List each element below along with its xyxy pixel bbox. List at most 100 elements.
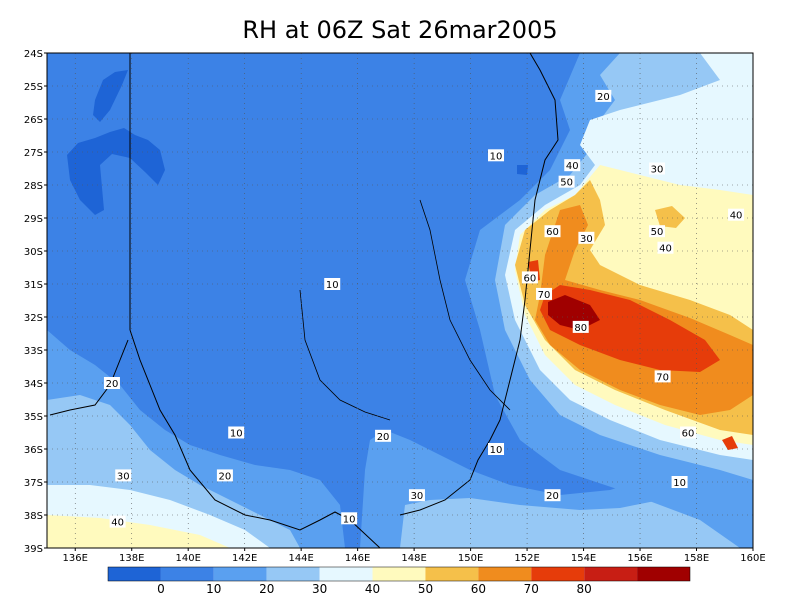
contour-label: 40 bbox=[728, 208, 745, 222]
lon-label: 148E bbox=[401, 553, 426, 564]
contour-label-text: 10 bbox=[673, 478, 686, 489]
contour-label-text: 40 bbox=[566, 161, 579, 172]
contour-label-text: 30 bbox=[411, 491, 424, 502]
lon-label: 146E bbox=[345, 553, 370, 564]
lat-label: 27S bbox=[24, 148, 43, 159]
contour-label-bg bbox=[558, 175, 575, 188]
contour-label-bg bbox=[103, 377, 120, 389]
contour-label-bg bbox=[115, 469, 132, 482]
contour-label-text: 60 bbox=[546, 227, 559, 238]
contour-labels: 20 10 40 30 50 40 60 50 30 40 60 10 70 80 70 20 10 20 60 10… bbox=[103, 89, 745, 529]
contour-label-bg bbox=[648, 225, 665, 238]
coastline bbox=[49, 53, 559, 548]
lat-label: 28S bbox=[24, 181, 43, 192]
fill-80-90 bbox=[722, 436, 738, 450]
contour-label-bg bbox=[572, 320, 589, 333]
contour-label-bg bbox=[216, 469, 233, 482]
colorbar: 0 10 20 30 40 50 60 70 80 bbox=[107, 566, 691, 596]
contour-label-text: 10 bbox=[490, 445, 503, 456]
contour-label-text: 30 bbox=[117, 471, 130, 482]
map-frame bbox=[46, 52, 754, 549]
contour-label-text: 20 bbox=[546, 491, 559, 502]
contour-label: 10 bbox=[341, 512, 358, 525]
contour-label-bg bbox=[648, 162, 665, 175]
contour-label-text: 40 bbox=[111, 518, 124, 529]
contour-label: 20 bbox=[216, 469, 233, 482]
contour-label-bg bbox=[578, 231, 595, 244]
colorbar-label: 10 bbox=[206, 582, 221, 596]
lat-label: 38S bbox=[24, 511, 43, 522]
contour-label-text: 40 bbox=[659, 244, 672, 255]
contour-label-bg bbox=[544, 489, 561, 502]
fill-50-60 bbox=[47, 515, 230, 548]
contour-label-bg bbox=[544, 225, 561, 238]
lat-label: 29S bbox=[24, 214, 43, 225]
contour-label-bg bbox=[564, 159, 581, 172]
lat-label: 33S bbox=[24, 346, 43, 357]
lat-label: 30S bbox=[24, 247, 43, 258]
contour-label-bg bbox=[341, 512, 358, 525]
colorbar-label: 40 bbox=[365, 582, 380, 596]
contour-label: 40 bbox=[657, 241, 674, 255]
contour-label-text: 70 bbox=[538, 290, 551, 301]
lat-label: 24S bbox=[24, 49, 43, 60]
colorbar-swatch bbox=[213, 567, 267, 581]
contour-label-bg bbox=[488, 149, 505, 162]
contour-label: 50 bbox=[648, 225, 665, 238]
contour-label: 60 bbox=[544, 225, 561, 238]
colorbar-label: 0 bbox=[157, 582, 165, 596]
colorbar-label: 70 bbox=[524, 582, 539, 596]
fill-30-40 bbox=[400, 495, 753, 548]
colorbar-swatch bbox=[531, 567, 585, 581]
contour-label: 70 bbox=[536, 287, 553, 301]
lon-label: 154E bbox=[571, 553, 596, 564]
contour-label-bg bbox=[595, 89, 612, 102]
latitude-labels: 24S 25S 26S 27S 28S 29S 30S 31S 32S 33S 34S 35S 36S 3… bbox=[24, 49, 47, 555]
contour-label: 30 bbox=[115, 469, 132, 482]
lon-label: 136E bbox=[63, 553, 88, 564]
contour-label-text: 30 bbox=[580, 234, 593, 245]
lat-label: 39S bbox=[24, 544, 43, 555]
contour-label-text: 50 bbox=[560, 178, 573, 189]
contour-label-bg bbox=[228, 426, 245, 439]
contour-label-bg bbox=[728, 208, 745, 221]
contour-label-text: 10 bbox=[230, 429, 243, 440]
colorbar-frame bbox=[107, 566, 691, 582]
contour-label-text: 50 bbox=[651, 227, 664, 238]
lon-label: 152E bbox=[514, 553, 539, 564]
contour-label-text: 20 bbox=[106, 379, 119, 390]
contour-label-bg bbox=[375, 429, 392, 442]
contour-label-bg bbox=[324, 278, 341, 290]
contour-label: 10 bbox=[671, 476, 688, 489]
contour-label: 20 bbox=[595, 89, 612, 103]
colorbar-swatch bbox=[319, 567, 373, 581]
colorbar-swatch bbox=[425, 567, 479, 581]
contour-label-text: 20 bbox=[219, 471, 232, 482]
lon-label: 142E bbox=[232, 553, 257, 564]
contour-label: 60 bbox=[521, 271, 538, 284]
colorbar-label: 60 bbox=[471, 582, 486, 596]
contour-label-bg bbox=[654, 370, 671, 383]
contour-label: 40 bbox=[109, 515, 126, 529]
contour-label: 40 bbox=[564, 159, 581, 172]
lon-label: 140E bbox=[175, 553, 200, 564]
contour-label: 20 bbox=[544, 489, 561, 502]
colorbar-label: 30 bbox=[312, 582, 327, 596]
longitude-labels: 136E 138E 140E 142E 144E 146E 148E 150E 152E 154E… bbox=[63, 548, 766, 564]
lat-label: 25S bbox=[24, 82, 43, 93]
lat-label: 34S bbox=[24, 379, 43, 390]
contour-label: 30 bbox=[408, 489, 425, 502]
contour-label-bg bbox=[408, 489, 425, 502]
lon-label: 158E bbox=[684, 553, 709, 564]
contour-line bbox=[299, 199, 511, 421]
lat-label: 31S bbox=[24, 280, 43, 291]
contour-label-text: 60 bbox=[524, 273, 537, 284]
contour-label-bg bbox=[521, 271, 538, 284]
colorbar-swatch bbox=[266, 567, 320, 581]
lon-label: 138E bbox=[119, 553, 144, 564]
lat-label: 36S bbox=[24, 445, 43, 456]
lat-label: 32S bbox=[24, 313, 43, 324]
contour-label-text: 10 bbox=[326, 280, 339, 291]
contour-label: 20 bbox=[375, 429, 392, 443]
contour-label-bg bbox=[680, 426, 697, 439]
